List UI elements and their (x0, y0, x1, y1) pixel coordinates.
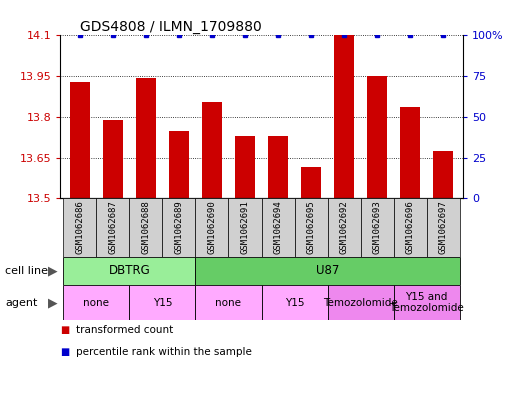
Text: none: none (84, 298, 109, 308)
Text: GSM1062688: GSM1062688 (141, 201, 151, 254)
Text: GSM1062697: GSM1062697 (439, 201, 448, 254)
Bar (63, 285, 130, 320)
Text: GSM1062689: GSM1062689 (175, 201, 184, 254)
Bar (327, 285, 393, 320)
Bar (427, 198, 460, 257)
Text: U87: U87 (316, 264, 339, 277)
Bar (196, 257, 460, 285)
Text: GDS4808 / ILMN_1709880: GDS4808 / ILMN_1709880 (81, 20, 262, 34)
Bar (130, 285, 196, 320)
Bar (433, 151, 453, 198)
Bar (262, 198, 294, 257)
Bar (393, 198, 427, 257)
Text: ▶: ▶ (48, 264, 57, 277)
Bar (367, 76, 387, 198)
Text: transformed count: transformed count (76, 325, 173, 335)
Text: GSM1062687: GSM1062687 (108, 201, 118, 254)
Text: percentile rank within the sample: percentile rank within the sample (76, 347, 252, 357)
Text: Temozolomide: Temozolomide (323, 298, 398, 308)
Bar (196, 285, 262, 320)
Bar (103, 119, 123, 198)
Text: GSM1062691: GSM1062691 (241, 201, 249, 254)
Text: GSM1062694: GSM1062694 (274, 201, 282, 254)
Bar (63, 257, 196, 285)
Bar (229, 198, 262, 257)
Text: none: none (215, 298, 242, 308)
Bar (301, 167, 321, 198)
Text: GSM1062692: GSM1062692 (339, 201, 348, 254)
Bar (202, 102, 222, 198)
Text: Y15: Y15 (285, 298, 304, 308)
Text: ■: ■ (60, 347, 70, 357)
Bar (136, 77, 156, 198)
Bar (268, 136, 288, 198)
Bar (63, 198, 96, 257)
Text: GSM1062696: GSM1062696 (405, 201, 415, 254)
Bar (262, 285, 327, 320)
Text: DBTRG: DBTRG (109, 264, 150, 277)
Bar (294, 198, 327, 257)
Bar (393, 285, 460, 320)
Text: Y15: Y15 (153, 298, 172, 308)
Text: GSM1062690: GSM1062690 (208, 201, 217, 254)
Bar (169, 130, 189, 198)
Text: ■: ■ (60, 325, 70, 335)
Text: agent: agent (5, 298, 38, 308)
Text: ▶: ▶ (48, 296, 57, 309)
Bar (334, 35, 354, 198)
Bar (327, 198, 360, 257)
Bar (96, 198, 130, 257)
Text: GSM1062693: GSM1062693 (372, 201, 382, 254)
Text: Y15 and
Temozolomide: Y15 and Temozolomide (389, 292, 464, 313)
Bar (400, 107, 420, 198)
Text: GSM1062695: GSM1062695 (306, 201, 315, 254)
Bar (163, 198, 196, 257)
Bar (196, 198, 229, 257)
Text: cell line: cell line (5, 266, 48, 276)
Bar (235, 136, 255, 198)
Bar (360, 198, 393, 257)
Bar (70, 82, 90, 198)
Text: GSM1062686: GSM1062686 (75, 201, 84, 254)
Bar (130, 198, 163, 257)
